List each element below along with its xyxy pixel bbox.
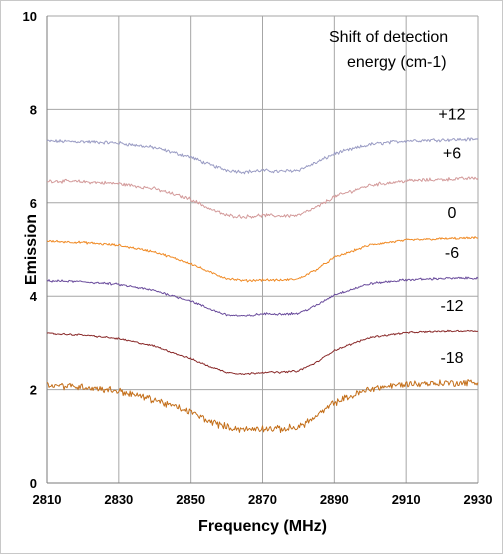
x-tick-label-3: 2870 [248, 492, 277, 507]
x-tick-label-2: 2850 [176, 492, 205, 507]
series-label-3: -6 [445, 245, 459, 262]
series-line-2 [46, 236, 479, 283]
x-tick-label-4: 2890 [320, 492, 349, 507]
series-label-0: +12 [438, 107, 465, 124]
x-tick-label-1: 2830 [104, 492, 133, 507]
annotation-line-0: Shift of detection [329, 29, 448, 46]
series-line-3 [46, 276, 479, 317]
series-label-5: -18 [440, 350, 463, 367]
y-tick-label-5: 10 [23, 9, 37, 24]
series-line-4 [46, 329, 479, 375]
series-label-2: 0 [448, 205, 457, 222]
y-tick-label-4: 8 [30, 102, 37, 117]
grid [46, 15, 479, 484]
x-tick-label-6: 2930 [464, 492, 493, 507]
annotation-line-1: energy (cm-1) [347, 54, 447, 71]
y-tick-label-0: 0 [30, 476, 37, 491]
x-axis-title: Frequency (MHz) [198, 518, 327, 535]
y-tick-label-1: 2 [30, 383, 37, 398]
series-line-1 [46, 176, 479, 219]
y-tick-label-2: 4 [30, 289, 38, 304]
labels: Frequency (MHz) Emission Shift of detectio… [23, 29, 466, 535]
series-line-5 [46, 379, 479, 434]
axes: 0 2 4 6 8 10 2810 2830 2850 2870 2890 2910 2930 [23, 9, 493, 507]
series-label-4: -12 [440, 298, 463, 315]
y-axis-title: Emission [23, 214, 40, 285]
series-line-0 [46, 137, 479, 175]
y-tick-label-3: 6 [30, 196, 37, 211]
x-tick-label-5: 2910 [392, 492, 421, 507]
x-tick-label-0: 2810 [33, 492, 62, 507]
series-label-1: +6 [443, 145, 461, 162]
series-group [46, 137, 479, 434]
